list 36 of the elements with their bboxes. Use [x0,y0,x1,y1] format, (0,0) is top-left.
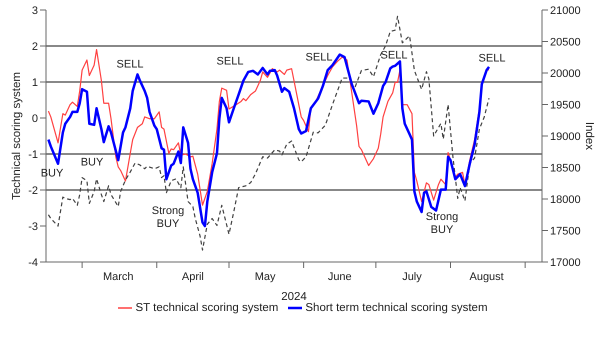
y2-tick-label: 20500 [550,36,581,48]
annotation: SELL [216,56,244,68]
y-tick-label: -1 [28,148,38,161]
annotation: SELL [478,52,506,66]
y-tick-label: -4 [28,256,38,269]
legend-label: Short term technical scoring system [305,302,488,314]
y-tick-label: 1 [32,76,38,89]
y-tick-label: -3 [28,220,38,233]
y-tick-label: 0 [32,112,38,125]
x-tick-label: June [328,271,352,283]
x-tick-label: March [102,271,134,283]
legend-label: ST technical scoring system [135,302,278,314]
y-tick-label: 3 [32,4,38,17]
y2-tick-label: 19000 [550,130,581,143]
x-tick-label: August [469,271,504,283]
y-tick-label: -2 [28,184,38,197]
y2-axis-title: Index [582,122,595,150]
annotation: SELL [306,52,332,64]
annotation: BUY [80,156,104,170]
x-axis-title: 2024 [281,291,308,303]
x-tick-label: July [402,271,422,283]
y2-tick-label: 18500 [550,162,581,174]
y2-tick-label: 17000 [550,256,581,269]
y2-tick-label: 21000 [550,4,581,17]
x-tick-label: April [182,271,204,283]
y2-tick-label: 19500 [550,99,581,112]
annotation: SELL [380,50,408,62]
y2-tick-label: 20000 [550,68,581,80]
annotation: Strong BUY [426,211,458,237]
x-tick-label: May [254,271,276,283]
annotation: SELL [116,58,144,72]
y-axis-title: Technical scoring system [11,72,24,200]
y-tick-label: 2 [32,40,38,53]
y2-tick-label: 17500 [550,225,581,238]
annotation: Strong BUY [152,205,184,231]
y2-tick-label: 18000 [550,194,581,206]
